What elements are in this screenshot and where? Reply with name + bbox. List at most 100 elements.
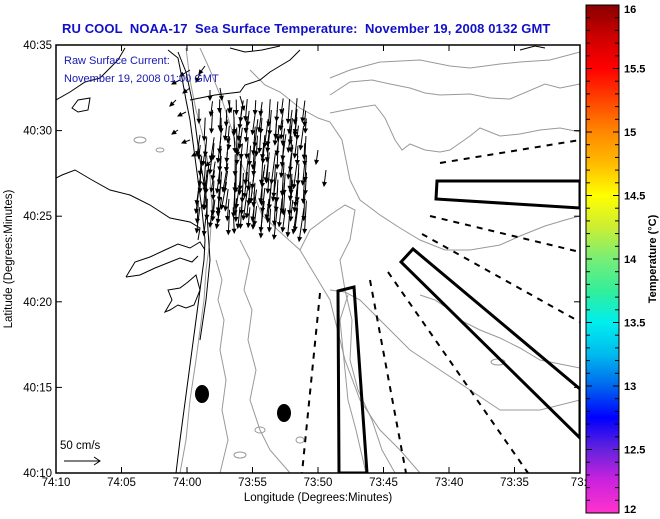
dashed-line bbox=[369, 279, 407, 473]
current-vector bbox=[303, 118, 309, 134]
current-vector bbox=[195, 73, 201, 84]
current-vector bbox=[222, 119, 228, 142]
y-tick-label: 40:10 bbox=[23, 468, 52, 480]
bathymetry-contour bbox=[299, 204, 396, 473]
bathymetry-contour bbox=[329, 104, 580, 153]
current-vector bbox=[233, 198, 239, 223]
current-vector bbox=[266, 208, 273, 233]
current-vector bbox=[214, 161, 222, 194]
current-vector bbox=[279, 98, 285, 115]
coastline-segment bbox=[519, 45, 546, 51]
current-vector bbox=[245, 162, 251, 191]
current-vector bbox=[219, 181, 228, 210]
dashed-line bbox=[387, 271, 529, 473]
bathymetry-contour bbox=[133, 136, 147, 144]
footprints bbox=[336, 179, 580, 473]
current-vector bbox=[252, 205, 258, 227]
current-vector bbox=[245, 207, 252, 229]
current-vector bbox=[171, 129, 179, 135]
bathymetry-contour bbox=[329, 79, 580, 100]
current-vector bbox=[294, 125, 300, 141]
current-vector bbox=[231, 207, 237, 234]
footprint-south bbox=[336, 285, 369, 473]
current-vectors bbox=[169, 65, 328, 243]
current-vector bbox=[218, 87, 224, 102]
current-vector bbox=[271, 208, 278, 241]
colorbar-tick-label: 15.5 bbox=[624, 64, 645, 76]
current-vector bbox=[241, 189, 248, 221]
current-vector bbox=[194, 206, 201, 234]
x-ticks: 74:10 74:05 74:00 73:55 73:50 73:45 73:40 73:35… bbox=[42, 45, 593, 489]
current-vector bbox=[286, 152, 292, 180]
current-vector bbox=[280, 208, 286, 233]
x-tick-label: 73:50 bbox=[304, 477, 333, 489]
current-vector bbox=[292, 189, 298, 213]
coastline-segment bbox=[177, 51, 211, 341]
colorbar-ticks: 12 12.5 13 13.5 14 14.5 15 15.5 16 bbox=[586, 4, 645, 516]
current-vector bbox=[205, 159, 213, 167]
coastline-segment bbox=[56, 47, 126, 101]
current-vector bbox=[254, 135, 260, 157]
coastline-segment bbox=[163, 274, 201, 314]
current-vector bbox=[264, 161, 270, 184]
current-vector bbox=[233, 99, 239, 116]
current-vector bbox=[288, 199, 294, 222]
colorbar-tick-label: 13.5 bbox=[624, 318, 645, 330]
current-vector bbox=[225, 198, 231, 222]
current-vector bbox=[170, 79, 181, 85]
x-tick-label: 74:10 bbox=[42, 477, 71, 489]
coastline-segment bbox=[189, 49, 301, 101]
current-vector bbox=[280, 128, 286, 147]
current-vector bbox=[264, 198, 270, 220]
x-tick-label: 73:45 bbox=[369, 477, 398, 489]
current-vector bbox=[234, 180, 241, 210]
current-vector bbox=[265, 172, 271, 194]
coastline-segment bbox=[125, 255, 199, 278]
y-tick-label: 40:25 bbox=[23, 211, 52, 223]
current-vector bbox=[232, 136, 238, 154]
footprint-southeast bbox=[398, 246, 580, 441]
current-vector bbox=[209, 170, 215, 194]
current-vector bbox=[291, 155, 299, 190]
current-vector bbox=[180, 139, 191, 144]
x-tick-label: 74:05 bbox=[107, 477, 136, 489]
current-vector bbox=[292, 208, 299, 232]
current-vector bbox=[210, 199, 216, 222]
coastline-segment bbox=[125, 241, 206, 278]
current-vector bbox=[244, 198, 250, 219]
current-vector bbox=[300, 100, 306, 123]
colorbar-tick-label: 12 bbox=[624, 504, 636, 516]
scale-label: 50 cm/s bbox=[60, 440, 101, 452]
current-vector bbox=[277, 198, 283, 228]
annotation-line1: Raw Surface Current: bbox=[64, 55, 170, 67]
colorbar-tick-label: 15 bbox=[624, 127, 636, 139]
current-vector bbox=[285, 99, 291, 125]
current-vector bbox=[257, 127, 263, 154]
current-vector bbox=[235, 135, 241, 157]
current-vector bbox=[231, 117, 237, 137]
current-vector bbox=[207, 153, 213, 175]
x-tick-label: 73:55 bbox=[238, 477, 267, 489]
bathymetry-contour bbox=[179, 47, 213, 473]
dashed-line bbox=[429, 215, 580, 253]
current-vector bbox=[209, 109, 215, 134]
current-vector bbox=[248, 173, 255, 204]
current-vector bbox=[244, 137, 250, 160]
bathymetry-contour bbox=[249, 69, 580, 251]
station-marker bbox=[195, 385, 209, 403]
current-vector bbox=[274, 144, 280, 170]
bathymetry-contour bbox=[239, 239, 291, 473]
current-vector bbox=[292, 116, 298, 138]
bathymetry-contour bbox=[254, 426, 266, 434]
current-vector bbox=[314, 149, 320, 166]
station-marker bbox=[277, 404, 291, 422]
bathymetry-contour bbox=[233, 451, 247, 459]
current-vector bbox=[301, 143, 307, 160]
x-tick-label: 73:40 bbox=[435, 477, 464, 489]
bathymetry-contour bbox=[329, 51, 580, 79]
colorbar-tick-label: 13 bbox=[624, 381, 636, 393]
bathymetry-contour bbox=[295, 436, 305, 444]
current-vector bbox=[225, 209, 232, 236]
current-vector bbox=[227, 99, 233, 114]
coastline-segment bbox=[71, 97, 91, 113]
